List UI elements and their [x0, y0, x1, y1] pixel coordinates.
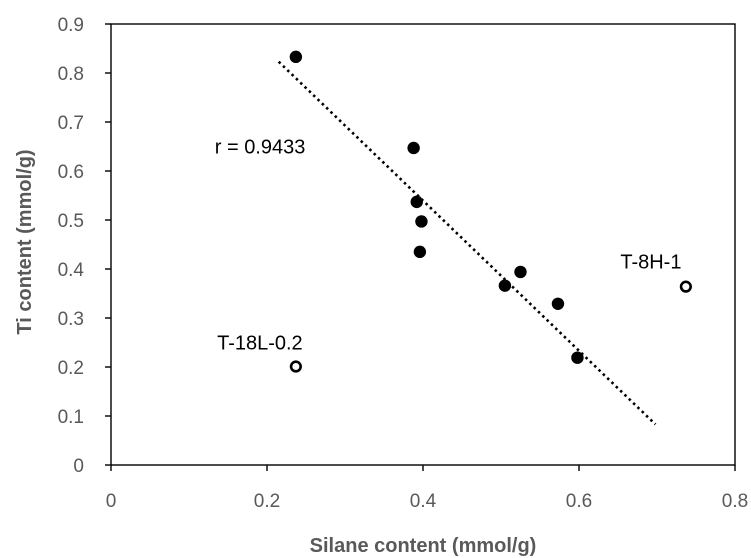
data-point	[413, 245, 427, 259]
data-point	[415, 215, 428, 228]
open-data-point	[679, 280, 692, 293]
y-tick-label: 0.6	[58, 162, 84, 183]
x-tick-label: 0.2	[254, 491, 280, 512]
data-point	[289, 50, 303, 64]
axes	[105, 23, 736, 471]
annotation-label: T-8H-1	[620, 252, 681, 274]
trendline-layer	[277, 60, 657, 426]
x-tick-label: 0.4	[410, 491, 437, 512]
annotations: r = 0.9433 T-18L-0.2 T-8H-1	[215, 137, 682, 355]
y-tick-label: 0.1	[58, 407, 84, 428]
y-tick-label: 0.7	[58, 113, 84, 134]
annotation-label: T-18L-0.2	[217, 333, 303, 355]
trendline	[277, 60, 657, 426]
data-points	[289, 50, 692, 373]
x-axis-title: Silane content (mmol/g)	[310, 535, 537, 557]
data-point	[571, 351, 584, 364]
y-tick-label: 0.2	[58, 358, 84, 379]
plot-frame	[110, 23, 736, 466]
y-tick-label: 0.9	[58, 15, 84, 36]
y-tick-label: 0.8	[58, 64, 84, 85]
tick-labels: 0 0.1 0.2 0.3 0.4 0.5 0.6 0.7 0.8 0.9 0 0.2 0.4 0.6 0.…	[58, 15, 749, 512]
data-point	[551, 297, 565, 310]
data-point	[514, 265, 527, 279]
data-point	[407, 141, 420, 155]
open-data-point	[289, 360, 302, 373]
data-point	[498, 279, 512, 292]
annotation-label: r = 0.9433	[215, 137, 306, 159]
y-axis-title: Ti content (mmol/g)	[14, 149, 36, 334]
data-point	[410, 195, 423, 209]
y-tick-label: 0.3	[58, 309, 84, 330]
x-tick-label: 0	[106, 491, 117, 512]
y-tick-label: 0.5	[58, 211, 84, 232]
x-tick-label: 0.6	[566, 491, 592, 512]
y-tick-label: 0.4	[58, 260, 85, 281]
x-tick-label: 0.8	[722, 491, 748, 512]
y-tick-label: 0	[73, 456, 84, 477]
